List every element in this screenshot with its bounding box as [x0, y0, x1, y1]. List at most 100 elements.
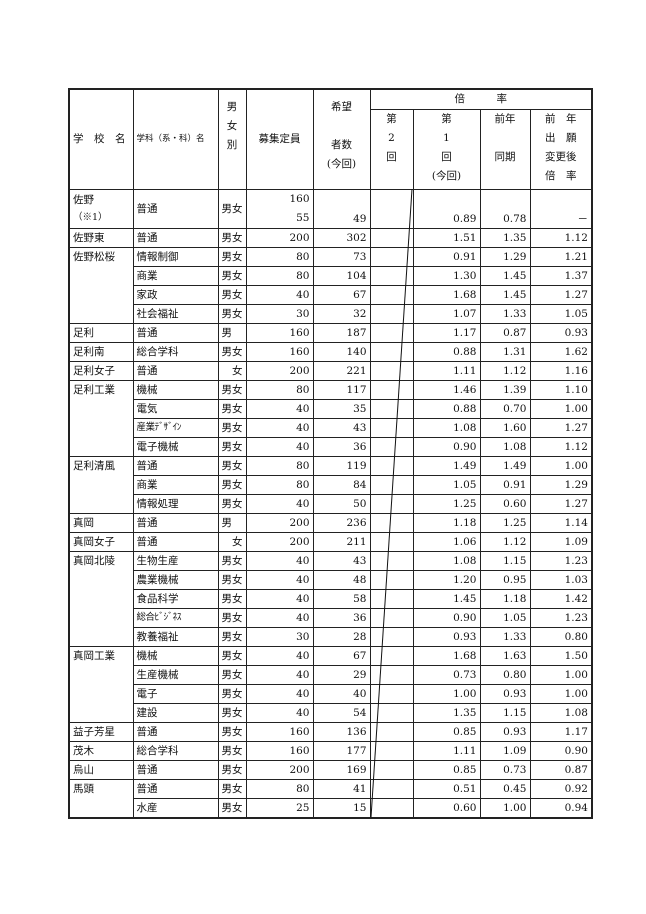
dept-name: 普通 [132, 721, 219, 742]
table-row: 烏山 普通 男女 200 169 0.85 0.73 0.87 [68, 759, 593, 780]
header-prev-year-line [484, 129, 527, 148]
dept-name: 電子機械 [132, 436, 219, 457]
quota: 200 [245, 759, 314, 780]
prev-year-ratio: 0.95 [479, 569, 531, 590]
applicants: 28 [312, 626, 371, 647]
school-name: 益子芳星 [68, 721, 134, 742]
dept-name: 電気 [132, 398, 219, 419]
quota: 200 [245, 360, 314, 381]
header-round2-line: 回 [386, 150, 397, 163]
sex: 男女 [217, 626, 247, 647]
dept-name: 情報処理 [132, 493, 219, 514]
quota: 160 [245, 740, 314, 761]
prev-year-ratio: 1.08 [479, 436, 531, 457]
table-row: 足利南 総合学科 男女 160 140 0.88 1.31 1.62 [68, 341, 593, 362]
quota: 80 [245, 455, 314, 476]
round1-ratio: 1.08 [412, 550, 481, 571]
sex: 男女 [217, 797, 247, 818]
round2-ratio [369, 436, 414, 457]
round2-ratio [369, 550, 414, 571]
prev-year-ratio: 1.60 [479, 417, 531, 438]
prev-year-ratio: 1.05 [479, 607, 531, 628]
dept-name: 普通 [132, 188, 219, 229]
dept-name: 総合学科 [132, 341, 219, 362]
prev-after-ratio: 1.50 [529, 645, 593, 666]
prev-year-ratio: 0.78 [479, 188, 531, 229]
prev-after-ratio: 1.42 [529, 588, 593, 609]
round1-ratio: 1.30 [412, 265, 481, 286]
header-sex-line: 男 [226, 101, 238, 113]
quota: 40 [245, 493, 314, 514]
round2-ratio [369, 398, 414, 419]
table-row: 佐野東 普通 男女 200 302 1.51 1.35 1.12 [68, 227, 593, 248]
round1-ratio: 0.85 [412, 721, 481, 742]
prev-year-ratio: 1.12 [479, 531, 531, 552]
prev-year-ratio: 1.49 [479, 455, 531, 476]
header-applicants: 希望 者数 (今回) [312, 88, 371, 190]
applicants: 169 [312, 759, 371, 780]
header-round2: 第 2 回 [369, 108, 414, 190]
table-row: 電子機械 男女 40 36 0.90 1.08 1.12 [69, 436, 593, 457]
school-name: 馬頭 [68, 778, 134, 818]
prev-year-ratio: 0.70 [479, 398, 531, 419]
applicants: 117 [312, 379, 371, 400]
table-row: 食品科学 男女 40 58 1.45 1.18 1.42 [69, 588, 593, 609]
round2-ratio [369, 188, 414, 229]
header-dept: 学科（系・科）名 [132, 88, 219, 190]
round1-ratio: 1.68 [412, 284, 481, 305]
prev-year-ratio: 1.45 [479, 265, 531, 286]
prev-year-ratio: 0.73 [479, 759, 531, 780]
prev-after-ratio: 1.21 [529, 246, 593, 267]
table-row: 真岡北陵 生物生産 男女 40 43 1.08 1.15 1.23 [68, 550, 593, 647]
round1-ratio: 1.11 [412, 360, 481, 381]
prev-after-ratio: 0.80 [529, 626, 593, 647]
dept-name: 普通 [132, 227, 219, 248]
applicants: 50 [312, 493, 371, 514]
sex: 男女 [217, 493, 247, 514]
prev-after-ratio: 1.05 [529, 303, 593, 324]
table-row: 足利女子 普通女 200 221 1.11 1.12 1.16 [68, 360, 593, 381]
table-row: 馬頭 普通 男女 80 41 0.51 0.45 0.92 [68, 778, 593, 818]
sex: 男 [217, 512, 247, 533]
round2-ratio [369, 227, 414, 248]
prev-year-ratio: 1.00 [479, 797, 531, 818]
school-name: 烏山 [68, 759, 134, 780]
school-name: 茂木 [68, 740, 134, 761]
prev-after-ratio: 1.09 [529, 531, 593, 552]
applicants: 36 [312, 607, 371, 628]
round2-ratio [369, 683, 414, 704]
prev-after-ratio: 1.10 [529, 379, 593, 400]
dept-name: 産業ﾃﾞｻﾞｲﾝ [132, 417, 219, 438]
header-round1: 第 1 回 (今回) [412, 108, 481, 190]
round1-ratio: 1.18 [412, 512, 481, 533]
header-ratio-group: 倍 率 [369, 88, 593, 110]
round1-ratio: 1.20 [412, 569, 481, 590]
school-name: 真岡 [68, 512, 134, 533]
prev-after-ratio: 1.12 [529, 436, 593, 457]
header-prev-after-line: 出 願 [545, 131, 577, 144]
table-row: 佐野松桜 情報制御 男女 80 73 0.91 1.29 1.21 [68, 246, 593, 324]
dept-name: 生産機械 [132, 664, 219, 685]
round2-ratio [369, 588, 414, 609]
header-round2-line: 2 [388, 131, 395, 144]
header-prev-after-line: 変更後 [545, 150, 577, 163]
header-sex-line: 別 [226, 139, 238, 151]
application-ratio-table: 学 校 名 学科（系・科）名 男 女 別 募集定員 希望 者数 (今回) 倍 率… [68, 88, 593, 819]
round2-ratio [369, 379, 414, 400]
school-name: 佐野 （※1） [68, 188, 134, 229]
dept-name: 情報制御 [132, 246, 219, 267]
header-school: 学 校 名 [68, 88, 134, 190]
round1-ratio: 0.73 [412, 664, 481, 685]
prev-year-ratio: 1.35 [479, 227, 531, 248]
header-prev-year-line: 前年 [494, 112, 516, 125]
sex: 男女 [217, 550, 247, 571]
table-row: 建設 男女 40 54 1.35 1.15 1.08 [69, 702, 593, 723]
round2-ratio [369, 512, 414, 533]
applicants: 73 [312, 246, 371, 267]
quota: 40 [245, 702, 314, 723]
table-row: 電気 男女 40 35 0.88 0.70 1.00 [69, 398, 593, 419]
applicants: 119 [312, 455, 371, 476]
prev-year-ratio: 1.25 [479, 512, 531, 533]
applicants: 41 [312, 778, 371, 799]
round1-ratio: 0.51 [412, 778, 481, 799]
